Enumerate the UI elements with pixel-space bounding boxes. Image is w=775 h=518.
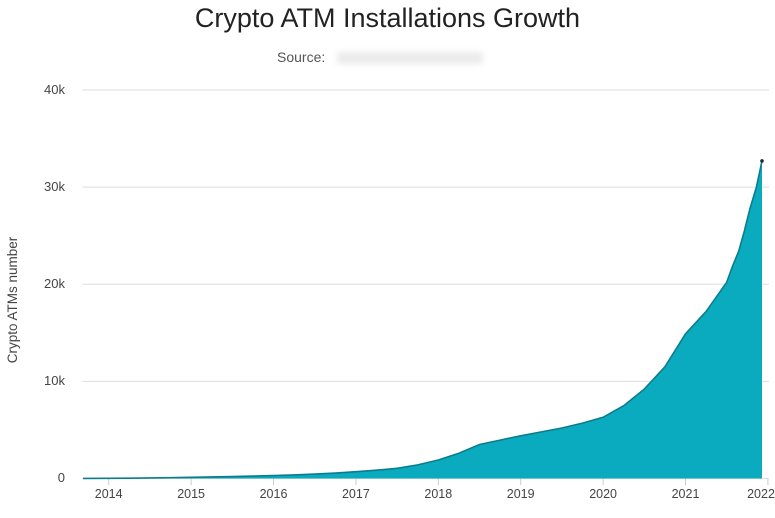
- svg-text:0: 0: [58, 470, 65, 485]
- svg-text:Crypto ATMs number: Crypto ATMs number: [5, 236, 20, 363]
- svg-text:2019: 2019: [507, 487, 535, 501]
- svg-text:2016: 2016: [260, 487, 288, 501]
- svg-text:2015: 2015: [177, 487, 205, 501]
- svg-text:30k: 30k: [44, 179, 65, 194]
- svg-text:2020: 2020: [589, 487, 617, 501]
- svg-text:2018: 2018: [424, 487, 452, 501]
- svg-text:40k: 40k: [44, 82, 65, 97]
- svg-text:2014: 2014: [95, 487, 123, 501]
- svg-text:10k: 10k: [44, 373, 65, 388]
- svg-text:2021: 2021: [672, 487, 700, 501]
- svg-text:2022: 2022: [747, 487, 775, 501]
- svg-text:20k: 20k: [44, 276, 65, 291]
- svg-text:2017: 2017: [342, 487, 370, 501]
